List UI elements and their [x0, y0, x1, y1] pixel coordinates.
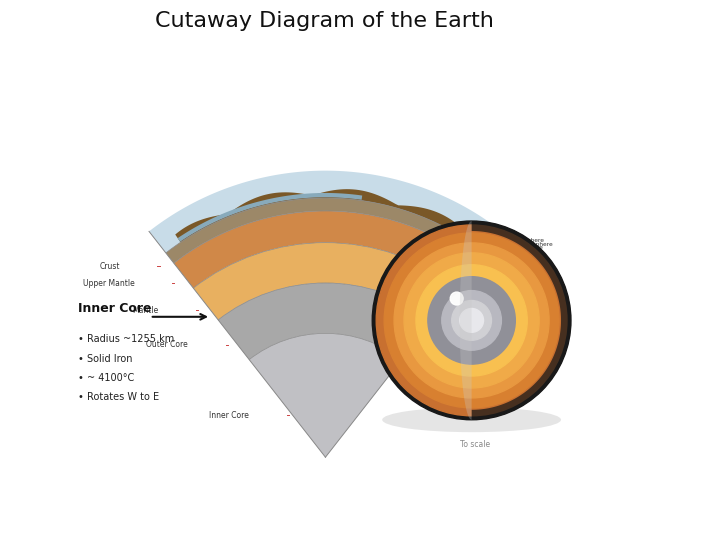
Text: To scale: To scale: [460, 440, 490, 449]
Circle shape: [428, 276, 516, 364]
Polygon shape: [459, 221, 472, 420]
Circle shape: [442, 291, 501, 350]
Text: Upper Mantle: Upper Mantle: [83, 279, 135, 288]
Text: Mantle: Mantle: [132, 306, 158, 315]
Text: Outer Core: Outer Core: [146, 340, 188, 349]
Polygon shape: [194, 242, 457, 320]
Circle shape: [416, 265, 527, 376]
Circle shape: [451, 301, 492, 340]
Ellipse shape: [382, 407, 561, 432]
Circle shape: [394, 243, 549, 398]
Polygon shape: [149, 171, 502, 253]
Text: Thermosphere: Thermosphere: [510, 241, 553, 247]
Circle shape: [384, 233, 559, 408]
Polygon shape: [174, 211, 477, 288]
Polygon shape: [249, 333, 402, 457]
Polygon shape: [178, 193, 362, 242]
Text: Troposphere: Troposphere: [501, 252, 537, 257]
Text: • Radius ~1255 km: • Radius ~1255 km: [78, 334, 174, 344]
Text: Inner Core: Inner Core: [210, 410, 249, 420]
Circle shape: [459, 308, 484, 332]
Circle shape: [377, 225, 567, 416]
Text: • ~ 4100°C: • ~ 4100°C: [78, 373, 134, 383]
Text: Crust: Crust: [99, 262, 120, 271]
Text: Exosphere: Exosphere: [513, 238, 544, 243]
Text: • Solid Iron: • Solid Iron: [78, 354, 132, 363]
Text: • Rotates W to E: • Rotates W to E: [78, 393, 159, 402]
Polygon shape: [472, 221, 571, 420]
Polygon shape: [218, 283, 433, 360]
Polygon shape: [175, 189, 472, 242]
Circle shape: [372, 221, 571, 420]
Text: Mesosphere: Mesosphere: [507, 245, 543, 250]
Text: Stratosphere: Stratosphere: [504, 249, 542, 254]
Text: Not to
scale: Not to scale: [518, 241, 535, 252]
Polygon shape: [166, 198, 485, 263]
Circle shape: [404, 253, 539, 388]
Text: Inner Core: Inner Core: [78, 302, 151, 315]
Text: Cutaway Diagram of the Earth: Cutaway Diagram of the Earth: [155, 11, 493, 31]
Circle shape: [450, 292, 463, 305]
